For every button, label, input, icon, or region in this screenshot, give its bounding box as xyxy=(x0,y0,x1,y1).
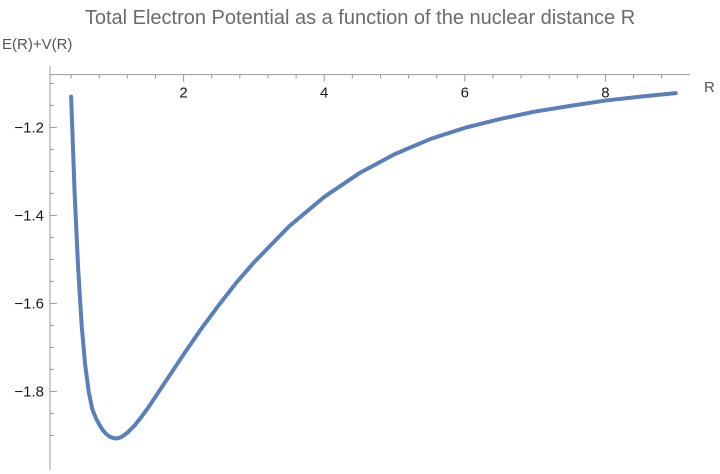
x-axis-label: R xyxy=(704,79,715,96)
x-tick-label: 4 xyxy=(320,85,328,102)
axes xyxy=(49,66,690,470)
y-tick-label: −1.6 xyxy=(14,295,44,312)
x-tick-label: 8 xyxy=(601,85,609,102)
series-layer xyxy=(69,91,678,441)
x-tick-label: 6 xyxy=(461,85,469,102)
tick-labels: 2 4 6 8 −1.2 −1.4 −1.6 −1.8 xyxy=(14,85,609,401)
y-tick-label: −1.8 xyxy=(14,383,44,400)
x-tick-label: 2 xyxy=(179,85,187,102)
y-tick-label: −1.2 xyxy=(14,119,44,136)
chart-title: Total Electron Potential as a function o… xyxy=(85,7,635,29)
series-line xyxy=(69,91,678,441)
ticks xyxy=(50,74,663,436)
y-tick-label: −1.4 xyxy=(14,207,44,224)
y-axis-label: E(R)+V(R) xyxy=(2,36,72,53)
